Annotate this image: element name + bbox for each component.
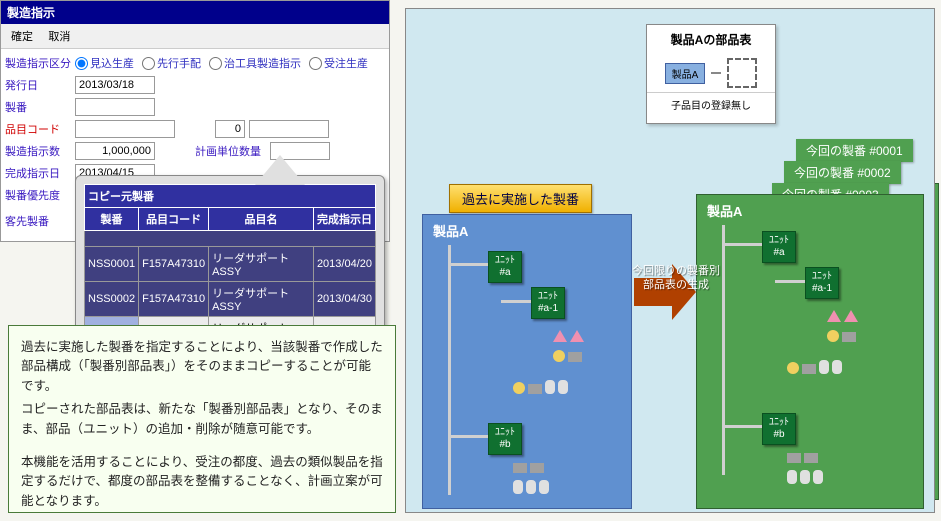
- table-row[interactable]: NSS0002F157A47310リーダサポートASSY2013/04/30: [85, 282, 376, 317]
- label-qty: 製造指示数: [5, 143, 75, 159]
- unit-b: ﾕﾆｯﾄ#b: [488, 423, 522, 455]
- unit-b: ﾕﾆｯﾄ#b: [762, 413, 796, 445]
- col-product-no: 製番: [85, 208, 139, 231]
- callout-pointer-icon: [255, 155, 305, 185]
- label-product-no: 製番: [5, 99, 75, 115]
- radio-order[interactable]: 受注生産: [309, 55, 368, 71]
- desc-p1: 過去に実施した製番を指定することにより、当該製番で作成した部品構成（「製番別部品…: [21, 338, 383, 396]
- table-row: [85, 231, 376, 247]
- issue-date-input[interactable]: [75, 76, 155, 94]
- type-radio-group: 見込生産 先行手配 治工具製造指示 受注生産: [75, 55, 368, 71]
- window-title: 製造指示: [1, 1, 389, 24]
- label-priority: 製番優先度: [5, 187, 75, 203]
- table-title: コピー元製番: [85, 185, 376, 208]
- item-code-sub[interactable]: [215, 120, 245, 138]
- unit-a: ﾕﾆｯﾄ#a: [762, 231, 796, 263]
- bom-legend: 製品Aの部品表 製品A 子品目の登録無し: [646, 24, 776, 124]
- item-code-name[interactable]: [249, 120, 329, 138]
- col-item-code: 品目コード: [139, 208, 209, 231]
- label-issue-date: 発行日: [5, 77, 75, 93]
- qty-input[interactable]: [75, 142, 155, 160]
- legend-footer: 子品目の登録無し: [647, 92, 775, 116]
- item-code-input[interactable]: [75, 120, 175, 138]
- radio-forecast[interactable]: 見込生産: [75, 55, 134, 71]
- new-bom-tree: 製品A ﾕﾆｯﾄ#a ﾕﾆｯﾄ#a-1 ﾕﾆｯﾄ#b: [696, 194, 924, 509]
- menu-cancel[interactable]: 取消: [42, 26, 76, 46]
- label-customer-no: 客先製番: [5, 213, 75, 229]
- col-complete-date: 完成指示日: [313, 208, 375, 231]
- new-product: 製品A: [697, 195, 923, 226]
- menu-bar: 確定 取消: [1, 24, 389, 49]
- legend-title: 製品Aの部品表: [647, 25, 775, 54]
- legend-empty-icon: [727, 58, 757, 88]
- unit-a1: ﾕﾆｯﾄ#a-1: [531, 287, 565, 319]
- past-product: 製品A: [423, 215, 631, 246]
- menu-confirm[interactable]: 確定: [5, 26, 39, 46]
- past-bom-tree: 製品A ﾕﾆｯﾄ#a ﾕﾆｯﾄ#a-1 ﾕﾆｯﾄ#b: [422, 214, 632, 509]
- label-complete-date: 完成指示日: [5, 165, 75, 181]
- desc-p3: 本機能を活用することにより、受注の都度、過去の類似製品を指定するだけで、都度の部…: [21, 453, 383, 511]
- tab-0002: 今回の製番 #0002: [784, 161, 901, 184]
- tab-0001: 今回の製番 #0001: [796, 139, 913, 162]
- unit-a1: ﾕﾆｯﾄ#a-1: [805, 267, 839, 299]
- arrow-label: 今回限りの製番別部品表の生成: [632, 264, 720, 293]
- product-no-input[interactable]: [75, 98, 155, 116]
- radio-tool[interactable]: 治工具製造指示: [209, 55, 301, 71]
- table-row[interactable]: NSS0001F157A47310リーダサポートASSY2013/04/20: [85, 247, 376, 282]
- label-item-code: 品目コード: [5, 121, 75, 137]
- col-item-name: 品目名: [209, 208, 314, 231]
- label-type: 製造指示区分: [5, 55, 75, 71]
- radio-advance[interactable]: 先行手配: [142, 55, 201, 71]
- unit-a: ﾕﾆｯﾄ#a: [488, 251, 522, 283]
- bom-diagram: 製品Aの部品表 製品A 子品目の登録無し 今回の製番 #0001 今回の製番 #…: [405, 8, 935, 513]
- legend-product-box: 製品A: [665, 63, 706, 84]
- past-banner: 過去に実施した製番: [449, 184, 592, 213]
- desc-p2: コピーされた部品表は、新たな「製番別部品表」となり、そのまま、部品（ユニット）の…: [21, 400, 383, 439]
- description-box: 過去に実施した製番を指定することにより、当該製番で作成した部品構成（「製番別部品…: [8, 325, 396, 513]
